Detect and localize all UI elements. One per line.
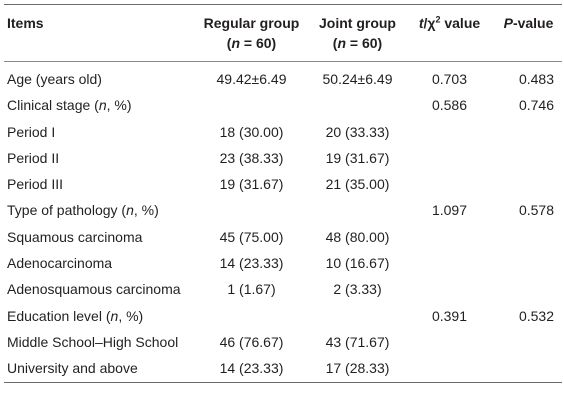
- cell-statistic: [404, 355, 495, 381]
- cell-joint-group: [311, 92, 404, 118]
- cell-regular-group: 1 (1.67): [227, 281, 276, 298]
- bottom-rule: [4, 381, 562, 383]
- row-label: Period I: [7, 123, 56, 140]
- cell-statistic: 0.391: [431, 307, 468, 324]
- table-row: Adenocarcinoma 14 (23.33) 10 (16.67): [4, 250, 562, 276]
- cell-regular-group: 18 (30.00): [219, 123, 284, 140]
- header-p-value: P-value: [503, 15, 554, 31]
- cell-p-value: 0.746: [518, 97, 554, 114]
- cell-joint-group: 43 (71.67): [325, 333, 390, 350]
- cell-regular-group: 49.42±6.49: [216, 71, 287, 87]
- cell-statistic: [404, 171, 495, 197]
- table-row: Type of pathology (n, %) 1.097 0.578: [4, 197, 562, 223]
- table-row: Clinical stage (n, %) 0.586 0.746: [4, 92, 562, 118]
- cell-p-value: [495, 355, 562, 381]
- header-regular-group: Regular group (n = 60): [203, 15, 300, 51]
- table-body: Age (years old) 49.42±6.49 50.24±6.49 0.703…: [4, 62, 562, 382]
- table-row: University and above 14 (23.33) 17 (28.33): [4, 355, 562, 381]
- table-row: Period III 19 (31.67) 21 (35.00): [4, 171, 562, 197]
- cell-joint-group: [311, 303, 404, 329]
- cell-joint-group: 10 (16.67): [325, 255, 390, 272]
- row-label: Period III: [7, 176, 64, 193]
- cell-regular-group: 14 (23.33): [219, 360, 284, 377]
- top-rule: [4, 4, 562, 5]
- header-row: Items Regular group (n = 60) Joint group…: [4, 5, 562, 61]
- row-label: Middle School–High School: [7, 333, 179, 350]
- header-statistic: t/χ2 value: [418, 14, 481, 31]
- cell-regular-group: 14 (23.33): [219, 255, 284, 272]
- cell-joint-group: 50.24±6.49: [322, 71, 393, 87]
- cell-p-value: [495, 276, 562, 302]
- cell-joint-group: 20 (33.33): [325, 123, 390, 140]
- cell-statistic: 1.097: [431, 202, 468, 219]
- cell-regular-group: 23 (38.33): [219, 149, 284, 166]
- cell-joint-group: 19 (31.67): [325, 149, 390, 166]
- comparison-table: Items Regular group (n = 60) Joint group…: [4, 5, 562, 61]
- cell-regular-group: 46 (76.67): [219, 333, 284, 350]
- table-row: Period II 23 (38.33) 19 (31.67): [4, 145, 562, 171]
- cell-p-value: 0.578: [518, 202, 554, 219]
- table-row: Adenosquamous carcinoma 1 (1.67) 2 (3.33): [4, 276, 562, 302]
- cell-regular-group: [192, 92, 311, 118]
- table-row: Middle School–High School 46 (76.67) 43 (7…: [4, 329, 562, 355]
- row-label: Squamous carcinoma: [7, 228, 143, 245]
- header-items: Items: [7, 15, 44, 31]
- cell-p-value: [495, 171, 562, 197]
- cell-p-value: 0.483: [518, 71, 554, 87]
- cell-p-value: [495, 119, 562, 145]
- row-label: Type of pathology (n, %): [7, 202, 159, 219]
- cell-p-value: [495, 145, 562, 171]
- header-rule: [4, 61, 562, 62]
- cell-p-value: [495, 224, 562, 250]
- cell-p-value: [495, 250, 562, 276]
- row-label: University and above: [7, 360, 138, 377]
- cell-statistic: [404, 250, 495, 276]
- header-joint-group: Joint group (n = 60): [319, 15, 396, 51]
- row-label: Period II: [7, 149, 60, 166]
- cell-regular-group: 19 (31.67): [219, 176, 284, 193]
- table-row: Squamous carcinoma 45 (75.00) 48 (80.00): [4, 224, 562, 250]
- table-header: Items Regular group (n = 60) Joint group…: [4, 5, 562, 61]
- cell-regular-group: 45 (75.00): [219, 228, 284, 245]
- cell-joint-group: 2 (3.33): [333, 281, 382, 298]
- cell-statistic: [404, 119, 495, 145]
- cell-joint-group: [311, 197, 404, 223]
- row-label: Age (years old): [7, 71, 102, 87]
- cell-p-value: 0.532: [518, 307, 554, 324]
- cell-p-value: [495, 329, 562, 355]
- row-label: Education level (n, %): [7, 307, 144, 324]
- cell-regular-group: [192, 303, 311, 329]
- cell-joint-group: 48 (80.00): [325, 228, 390, 245]
- row-label: Adenosquamous carcinoma: [7, 281, 181, 298]
- table-row: Period I 18 (30.00) 20 (33.33): [4, 119, 562, 145]
- cell-statistic: [404, 276, 495, 302]
- row-label: Clinical stage (n, %): [7, 97, 132, 114]
- cell-statistic: [404, 145, 495, 171]
- cell-statistic: 0.586: [431, 97, 468, 114]
- cell-joint-group: 17 (28.33): [325, 360, 390, 377]
- cell-regular-group: [192, 197, 311, 223]
- cell-statistic: 0.703: [431, 71, 468, 87]
- table-row: Education level (n, %) 0.391 0.532: [4, 303, 562, 329]
- row-label: Adenocarcinoma: [7, 255, 113, 272]
- cell-statistic: [404, 224, 495, 250]
- comparison-table-body: Age (years old) 49.42±6.49 50.24±6.49 0.703…: [4, 62, 562, 382]
- cell-statistic: [404, 329, 495, 355]
- cell-joint-group: 21 (35.00): [325, 176, 390, 193]
- table-row: Age (years old) 49.42±6.49 50.24±6.49 0.703…: [4, 62, 562, 92]
